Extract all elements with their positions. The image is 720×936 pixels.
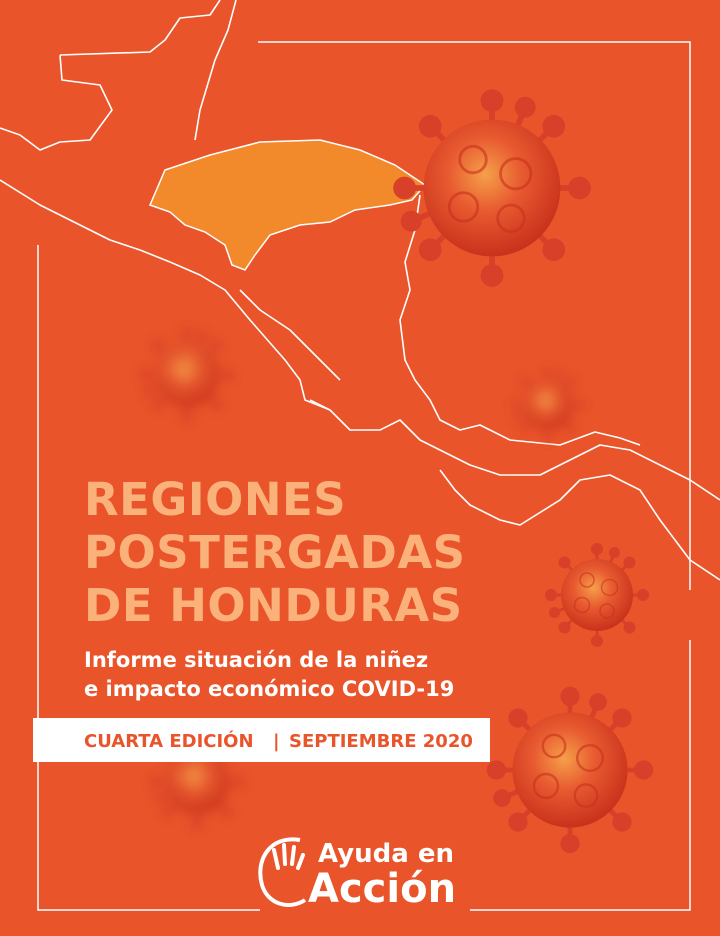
subtitle-line: Informe situación de la niñez (84, 648, 428, 672)
logo-line: Ayuda en (318, 839, 454, 869)
logo: Ayuda en Acción (258, 837, 456, 912)
edition: CUARTA EDICIÓN (84, 730, 254, 752)
logo-line: Acción (308, 866, 456, 912)
honduras-map (148, 139, 427, 271)
edition-band (33, 718, 490, 762)
logo-mark (258, 837, 307, 907)
date: SEPTIEMBRE 2020 (289, 731, 473, 752)
separator: | (273, 731, 280, 752)
frame (37, 41, 691, 911)
map (0, 0, 720, 581)
logo-hand (272, 843, 305, 870)
title-line: POSTERGADAS (84, 526, 466, 579)
title-line: REGIONES (84, 473, 346, 526)
subtitle-line: e impacto económico COVID-19 (84, 677, 454, 701)
title-line: DE HONDURAS (84, 579, 463, 632)
